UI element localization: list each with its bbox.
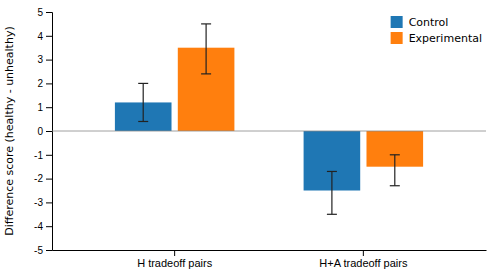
y-tick-mark — [46, 131, 52, 132]
x-axis: H tradeoff pairs H+A tradeoff pairs — [53, 250, 487, 269]
error-bar-cap — [390, 154, 400, 155]
legend-item: Experimental — [391, 32, 482, 45]
x-tick-label: H+A tradeoff pairs — [319, 257, 408, 269]
y-tick-label: 5 — [37, 7, 43, 18]
y-tick-mark — [46, 12, 52, 13]
error-bar-cap — [390, 185, 400, 186]
y-tick-label: -4 — [34, 221, 43, 232]
y-axis: -5 -4 -3 -2 -1 0 1 2 3 4 5 — [34, 7, 52, 256]
series-bars — [115, 83, 360, 214]
legend-label: Control — [409, 16, 449, 29]
y-axis-label: Difference score (healthy - unhealthy) — [3, 26, 16, 235]
error-bar-stem — [143, 83, 144, 121]
y-tick-label: -2 — [34, 173, 43, 184]
baseline — [52, 131, 486, 132]
y-tick: -1 — [34, 150, 52, 161]
x-axis-line — [53, 250, 487, 251]
legend-swatch — [391, 16, 403, 28]
error-bar — [138, 83, 148, 121]
y-axis-line — [46, 13, 53, 251]
error-bar-stem — [206, 24, 207, 74]
error-bar-cap — [327, 171, 337, 172]
y-tick: -5 — [34, 245, 52, 256]
legend: Control Experimental — [391, 16, 482, 45]
legend-swatch — [391, 32, 403, 44]
y-tick-mark — [46, 36, 52, 37]
y-tick: 2 — [37, 78, 52, 89]
y-tick: -4 — [34, 221, 52, 232]
marks — [52, 24, 486, 214]
y-tick-mark — [46, 60, 52, 61]
error-bar-cap — [201, 23, 211, 24]
y-tick-mark — [46, 202, 52, 203]
error-bar-cap — [138, 83, 148, 84]
y-tick-label: 4 — [37, 31, 43, 42]
y-tick-mark — [46, 107, 52, 108]
y-tick: 4 — [37, 31, 52, 42]
y-tick-label: 1 — [37, 102, 43, 113]
error-bar — [390, 155, 400, 186]
error-bar-stem — [331, 171, 332, 214]
error-bar-cap — [138, 121, 148, 122]
y-tick: 1 — [37, 102, 52, 113]
y-tick-label: 0 — [37, 126, 43, 137]
y-tick: 5 — [37, 7, 52, 18]
y-tick: -2 — [34, 173, 52, 184]
y-tick-label: 3 — [37, 54, 43, 65]
y-tick-mark — [46, 179, 52, 180]
y-tick-label: -5 — [34, 245, 43, 256]
y-tick-label: -3 — [34, 197, 43, 208]
x-tick-mark — [363, 250, 364, 256]
error-bar — [201, 24, 211, 74]
error-bar — [327, 171, 337, 214]
y-tick: 0 — [37, 126, 52, 137]
x-tick-label: H tradeoff pairs — [137, 257, 213, 269]
y-tick-mark — [46, 250, 52, 251]
plot: -5 -4 -3 -2 -1 0 1 2 3 4 5 H tradeoff pairs H+A trad… — [3, 7, 487, 269]
x-tick: H+A tradeoff pairs — [319, 250, 408, 269]
y-tick-label: 2 — [37, 78, 43, 89]
y-tick-mark — [46, 155, 52, 156]
series-bars — [178, 24, 423, 186]
y-tick: 3 — [37, 54, 52, 65]
y-tick-mark — [46, 83, 52, 84]
y-tick-mark — [46, 226, 52, 227]
chart: -5 -4 -3 -2 -1 0 1 2 3 4 5 H tradeoff pairs H+A trad… — [0, 0, 500, 280]
error-bar-cap — [201, 73, 211, 74]
error-bar-stem — [394, 155, 395, 186]
error-bar-cap — [327, 214, 337, 215]
legend-item: Control — [391, 16, 449, 29]
legend-label: Experimental — [409, 32, 482, 45]
y-tick: -3 — [34, 197, 52, 208]
y-tick-label: -1 — [34, 150, 43, 161]
x-tick-mark — [174, 250, 175, 256]
x-tick: H tradeoff pairs — [137, 250, 213, 269]
